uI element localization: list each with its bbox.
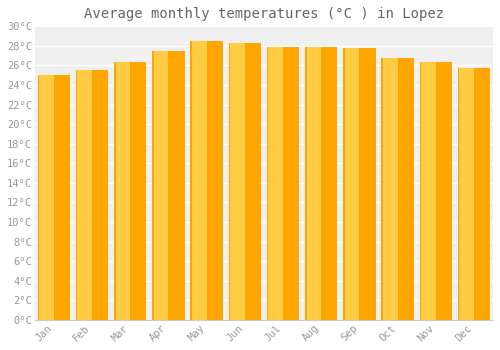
Bar bbox=[345, 48, 360, 320]
Bar bbox=[228, 43, 261, 320]
Bar bbox=[38, 75, 70, 320]
Bar bbox=[268, 47, 283, 320]
Title: Average monthly temperatures (°C ) in Lopez: Average monthly temperatures (°C ) in Lo… bbox=[84, 7, 444, 21]
Bar bbox=[421, 62, 436, 320]
Bar bbox=[460, 68, 474, 320]
Bar bbox=[305, 47, 338, 320]
Bar bbox=[154, 51, 168, 320]
Bar bbox=[382, 58, 414, 320]
Bar bbox=[458, 68, 490, 320]
Bar bbox=[192, 41, 206, 320]
Bar bbox=[78, 70, 92, 320]
Bar bbox=[190, 41, 223, 320]
Bar bbox=[343, 48, 376, 320]
Bar bbox=[306, 47, 321, 320]
Bar bbox=[116, 63, 130, 320]
Bar bbox=[39, 75, 54, 320]
Bar bbox=[267, 47, 299, 320]
Bar bbox=[230, 43, 245, 320]
Bar bbox=[76, 70, 108, 320]
Bar bbox=[114, 63, 146, 320]
Bar bbox=[383, 58, 398, 320]
Bar bbox=[152, 51, 184, 320]
Bar bbox=[420, 62, 452, 320]
